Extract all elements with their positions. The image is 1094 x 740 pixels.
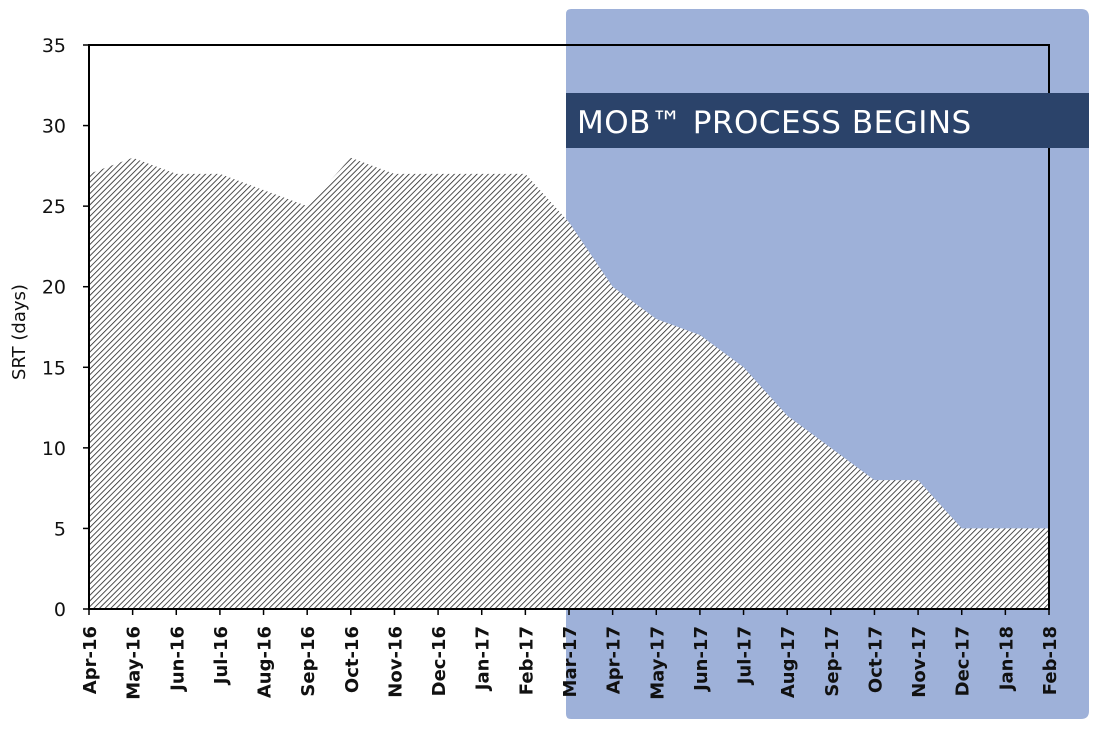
- y-tick-label: 25: [42, 196, 66, 218]
- y-tick-label: 15: [42, 357, 66, 379]
- x-tick-label: Jun-17: [691, 626, 712, 693]
- mob-process-banner-text: MOB™ PROCESS BEGINS: [577, 105, 972, 141]
- x-tick-label: Oct-17: [865, 626, 886, 693]
- x-tick-label: Sep-17: [822, 626, 843, 697]
- y-tick-label: 35: [42, 35, 66, 57]
- x-tick-label: Jul-16: [211, 626, 232, 686]
- x-tick-label: Dec-17: [953, 626, 974, 696]
- x-tick-label: Oct-16: [342, 626, 363, 693]
- y-tick-label: 5: [54, 518, 66, 540]
- x-tick-label: Jan-18: [996, 626, 1017, 692]
- x-tick-label: Jul-17: [735, 626, 756, 686]
- x-tick-label: Jun-16: [167, 626, 188, 693]
- x-tick-label: Nov-17: [909, 626, 930, 698]
- y-tick-label: 10: [42, 438, 66, 460]
- y-tick-label: 20: [42, 277, 66, 299]
- x-tick-label: Nov-16: [385, 626, 406, 698]
- x-tick-label: Apr-16: [80, 626, 101, 694]
- x-tick-label: Feb-17: [516, 626, 537, 695]
- x-tick-label: Feb-18: [1040, 626, 1061, 695]
- x-tick-label: May-17: [647, 626, 668, 700]
- x-tick-label: Sep-16: [298, 626, 319, 697]
- x-tick-label: Apr-17: [604, 626, 625, 694]
- x-tick-label: Jan-17: [473, 626, 494, 692]
- y-tick-label: 30: [42, 116, 66, 138]
- y-tick-label: 0: [54, 599, 66, 621]
- x-tick-label: Aug-17: [778, 626, 799, 698]
- x-tick-label: Mar-17: [560, 626, 581, 697]
- x-tick-label: May-16: [124, 626, 145, 700]
- y-axis-title: SRT (days): [9, 284, 30, 380]
- x-tick-label: Dec-16: [429, 626, 450, 696]
- x-tick-label: Aug-16: [255, 626, 276, 698]
